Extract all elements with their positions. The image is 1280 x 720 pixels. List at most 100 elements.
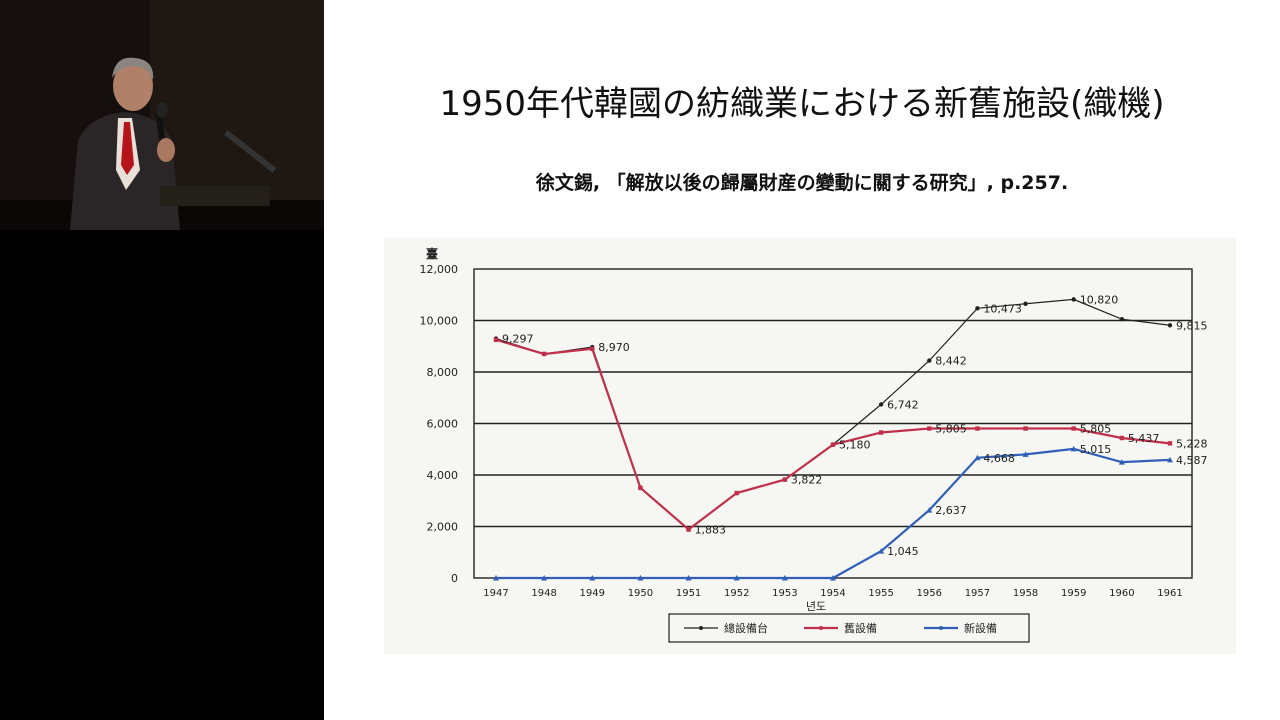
x-tick-label: 1954 xyxy=(820,588,845,599)
legend-label: 總設備台 xyxy=(724,621,768,635)
data-point-new xyxy=(493,575,499,581)
data-point-new xyxy=(974,454,981,461)
data-label: 4,668 xyxy=(983,452,1015,465)
data-point-new xyxy=(1167,456,1173,463)
legend-marker-old xyxy=(819,626,823,630)
speaker-illustration xyxy=(0,0,324,230)
series-line-old xyxy=(495,338,1171,531)
legend-label: 新設備 xyxy=(964,621,997,635)
data-label: 3,822 xyxy=(791,474,823,487)
series-line-total xyxy=(495,298,1171,531)
data-label: 8,442 xyxy=(935,355,967,368)
data-point-total xyxy=(927,358,932,363)
legend-marker-new xyxy=(939,626,943,630)
y-tick-label: 2,000 xyxy=(427,521,459,534)
data-point-total xyxy=(1119,317,1125,322)
data-label: 5,228 xyxy=(1176,437,1208,450)
data-label: 5,015 xyxy=(1080,443,1112,456)
y-tick-label: 12,000 xyxy=(420,263,459,276)
data-label: 5,180 xyxy=(839,439,871,452)
x-tick-label: 1952 xyxy=(724,588,749,599)
x-tick-label: 1953 xyxy=(772,588,797,599)
slide-citation: 徐文錫, 「解放以後の歸屬財産の變動に關する研究」, p.257. xyxy=(535,172,1069,194)
data-point-old xyxy=(734,490,739,496)
x-axis-tick-labels: 1947 1948 1949 1950 1951 1952 1953 1954 1955 1956… xyxy=(483,588,1182,599)
data-label: 10,820 xyxy=(1080,293,1119,306)
data-label: 4,587 xyxy=(1176,454,1208,467)
x-tick-label: 1960 xyxy=(1109,588,1134,599)
data-label: 5,805 xyxy=(935,423,967,436)
data-point-new xyxy=(589,575,596,581)
slide-title: 1950年代韓國の紡織業における新舊施設(織機) xyxy=(439,84,1165,124)
x-tick-label: 1959 xyxy=(1061,588,1086,599)
data-point-new xyxy=(1022,451,1029,457)
x-tick-label: 1948 xyxy=(531,588,556,599)
data-point-new xyxy=(878,548,885,554)
x-axis-label: 년도 xyxy=(806,600,826,613)
x-tick-label: 1961 xyxy=(1157,588,1182,599)
y-tick-label: 6,000 xyxy=(427,418,459,431)
loom-line-chart: 臺 0 2,000 4,000 6,000 8,000 10,000 12,000 1947… xyxy=(420,246,1208,643)
chart-series xyxy=(493,297,1173,581)
x-tick-label: 1951 xyxy=(676,588,701,599)
data-point-old xyxy=(782,477,788,482)
legend-label: 舊設備 xyxy=(844,621,877,635)
y-tick-label: 0 xyxy=(451,572,458,585)
y-tick-label: 8,000 xyxy=(427,366,459,379)
data-point-new xyxy=(926,507,933,513)
x-tick-label: 1947 xyxy=(483,588,508,599)
x-tick-label: 1955 xyxy=(868,588,893,599)
legend-frame xyxy=(668,613,1030,643)
data-label: 8,970 xyxy=(598,341,630,354)
y-tick-label: 4,000 xyxy=(427,469,459,482)
data-point-new xyxy=(1118,459,1125,465)
chart-legend: 總設備台 舊設備 新設備 xyxy=(668,613,1030,643)
x-tick-label: 1956 xyxy=(917,588,942,599)
data-point-total xyxy=(975,306,980,311)
chart-data-labels: 9,297 8,970 1,883 3,822 5,180 6,742 8,442 10,47… xyxy=(502,293,1208,558)
data-point-old xyxy=(1119,435,1125,441)
black-background-strip xyxy=(0,230,324,720)
data-point-new xyxy=(637,575,644,581)
x-tick-label: 1949 xyxy=(580,588,605,599)
data-point-old xyxy=(927,426,932,431)
data-label: 6,742 xyxy=(887,398,919,411)
y-axis-unit-label: 臺 xyxy=(426,246,438,261)
series-line-new xyxy=(496,447,1171,580)
data-label: 9,297 xyxy=(502,333,534,346)
data-point-old xyxy=(541,351,547,357)
chart-scan: 臺 0 2,000 4,000 6,000 8,000 10,000 12,000 1947… xyxy=(384,238,1236,654)
data-label: 10,473 xyxy=(983,302,1022,315)
data-point-old xyxy=(493,337,499,343)
data-point-old xyxy=(686,527,691,532)
data-point-new xyxy=(1070,445,1077,452)
speaker-video-inset xyxy=(0,0,324,230)
data-label: 1,045 xyxy=(887,545,919,558)
data-point-new xyxy=(541,575,548,581)
data-point-new xyxy=(685,575,692,581)
data-label: 2,637 xyxy=(935,504,967,517)
data-point-total xyxy=(1167,323,1173,328)
data-point-old xyxy=(878,430,884,435)
data-point-old xyxy=(1167,441,1173,446)
data-point-old xyxy=(638,485,643,491)
x-tick-label: 1957 xyxy=(965,588,990,599)
data-point-old xyxy=(830,442,836,447)
data-point-old xyxy=(1023,426,1028,431)
data-point-old xyxy=(975,426,980,431)
data-point-old xyxy=(1071,426,1076,431)
data-point-new xyxy=(830,575,836,581)
data-label: 5,437 xyxy=(1128,432,1160,445)
y-tick-label: 10,000 xyxy=(420,315,459,328)
data-point-total xyxy=(1023,301,1028,306)
data-point-new xyxy=(781,575,788,581)
data-label: 1,883 xyxy=(695,524,727,537)
data-point-new xyxy=(733,575,740,581)
data-label: 9,815 xyxy=(1176,319,1208,332)
data-label: 5,805 xyxy=(1080,423,1112,436)
x-tick-label: 1958 xyxy=(1013,588,1038,599)
data-point-total xyxy=(878,402,884,407)
legend-marker-total xyxy=(699,626,703,630)
data-point-total xyxy=(1071,297,1076,302)
y-axis-tick-labels: 0 2,000 4,000 6,000 8,000 10,000 12,000 xyxy=(420,263,459,585)
